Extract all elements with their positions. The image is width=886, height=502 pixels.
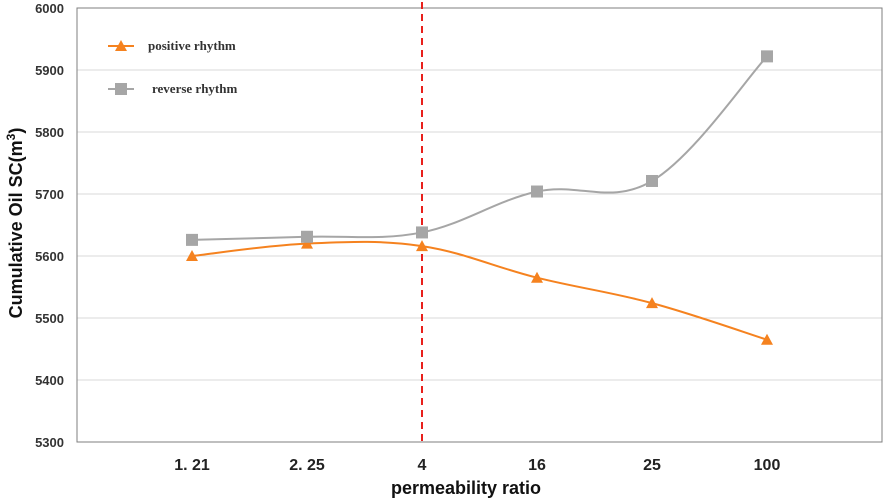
- legend-label: positive rhythm: [148, 38, 236, 53]
- data-point-marker: [416, 240, 428, 252]
- series-line: [191, 55, 768, 241]
- data-point-marker: [531, 271, 543, 283]
- y-axis-title-main: Cumulative Oil SC(m: [6, 140, 26, 318]
- legend-marker: [115, 83, 127, 95]
- data-point-marker: [186, 250, 198, 261]
- y-tick-label: 5300: [35, 435, 64, 450]
- y-tick-label: 5600: [35, 249, 64, 264]
- x-tick-label: 1. 21: [174, 457, 210, 474]
- y-axis-title-close: ): [6, 128, 26, 134]
- data-point-marker: [416, 226, 428, 239]
- x-tick-label: 2. 25: [289, 457, 325, 474]
- y-axis-title: Cumulative Oil SC(m3): [4, 128, 26, 319]
- y-tick-label: 5900: [35, 63, 64, 78]
- plot-area-border: [76, 7, 883, 443]
- y-axis-title-superscript: 3: [4, 133, 18, 140]
- series-positive-rhythm: [186, 237, 773, 345]
- data-point-marker: [646, 297, 658, 309]
- y-axis-ticks: 5300 5400 5500 5600 5700 5800 5900 6000: [35, 1, 64, 450]
- series-reverse-rhythm: [186, 50, 773, 246]
- legend-item: reverse rhythm: [108, 81, 237, 96]
- data-point-marker: [646, 174, 658, 187]
- data-point-marker: [761, 50, 773, 63]
- series-line: [191, 240, 768, 341]
- x-axis-title: permeability ratio: [391, 478, 541, 498]
- x-tick-label: 100: [754, 457, 781, 474]
- legend-label: reverse rhythm: [152, 81, 237, 96]
- y-tick-label: 5700: [35, 187, 64, 202]
- data-point-marker: [186, 233, 198, 246]
- y-tick-label: 5500: [35, 311, 64, 326]
- x-tick-label: 25: [643, 457, 661, 474]
- legend-marker: [115, 40, 127, 51]
- y-tick-label: 5400: [35, 373, 64, 388]
- data-point-marker: [301, 237, 313, 249]
- x-tick-label: 4: [418, 457, 427, 474]
- gridlines: [76, 7, 883, 443]
- y-tick-label: 6000: [35, 1, 64, 16]
- x-tick-label: 16: [528, 457, 546, 474]
- legend: positive rhythm reverse rhythm: [108, 38, 237, 96]
- data-point-marker: [531, 185, 543, 198]
- data-point-marker: [301, 230, 313, 243]
- x-axis-ticks: 1. 21 2. 25 4 16 25 100: [174, 457, 780, 474]
- y-tick-label: 5800: [35, 125, 64, 140]
- data-point-marker: [761, 333, 773, 345]
- legend-item: positive rhythm: [108, 38, 236, 53]
- series-group: [186, 50, 773, 345]
